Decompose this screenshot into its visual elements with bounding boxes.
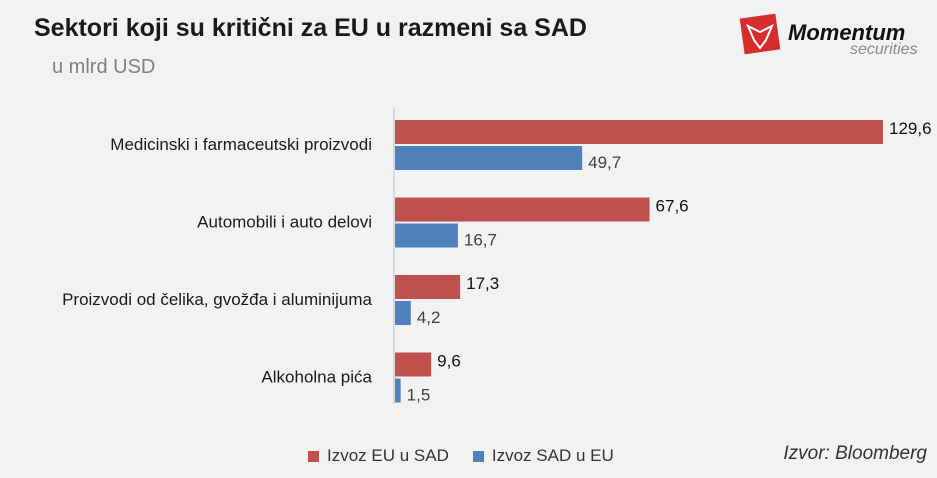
data-label: 17,3 bbox=[466, 274, 499, 293]
category-label: Medicinski i farmaceutski proizvodi bbox=[110, 135, 372, 154]
bar-eu bbox=[395, 275, 461, 299]
data-label: 49,7 bbox=[588, 153, 621, 172]
bar-us bbox=[395, 146, 583, 170]
chart-subtitle: u mlrd USD bbox=[52, 56, 156, 78]
data-label: 129,6 bbox=[889, 119, 932, 138]
legend-item-eu: Izvoz EU u SAD bbox=[308, 446, 449, 466]
legend-swatch-eu bbox=[308, 450, 319, 462]
data-label: 4,2 bbox=[417, 308, 441, 327]
bar-us bbox=[395, 378, 401, 403]
bar-us bbox=[395, 223, 458, 248]
category-label: Alkoholna pića bbox=[261, 368, 372, 387]
category-label: Automobili i auto delovi bbox=[197, 213, 372, 232]
legend-swatch-us bbox=[472, 450, 484, 462]
svg-text:securities: securities bbox=[850, 41, 918, 58]
legend: Izvoz EU u SAD Izvoz SAD u EU bbox=[308, 446, 614, 466]
data-label: 67,6 bbox=[656, 197, 689, 216]
svg-text:Momentum: Momentum bbox=[788, 20, 905, 45]
bar-eu bbox=[395, 352, 432, 377]
legend-label-us: Izvoz SAD u EU bbox=[491, 446, 614, 465]
data-label: 1,5 bbox=[407, 386, 431, 405]
bar-us bbox=[395, 301, 411, 325]
source-note: Izvor: Bloomberg bbox=[783, 443, 927, 464]
legend-item-us: Izvoz SAD u EU bbox=[472, 446, 614, 466]
data-label: 16,7 bbox=[464, 231, 497, 250]
category-label: Proizvodi od čelika, gvožđa i aluminijum… bbox=[62, 290, 372, 309]
bar-eu bbox=[395, 197, 650, 222]
legend-label-eu: Izvoz EU u SAD bbox=[327, 446, 449, 465]
momentum-logo: Momentum securities bbox=[739, 13, 918, 58]
chart-title: Sektori koji su kritični za EU u razmeni… bbox=[34, 14, 587, 42]
data-label: 9,6 bbox=[437, 352, 461, 371]
bar-eu bbox=[395, 120, 883, 144]
